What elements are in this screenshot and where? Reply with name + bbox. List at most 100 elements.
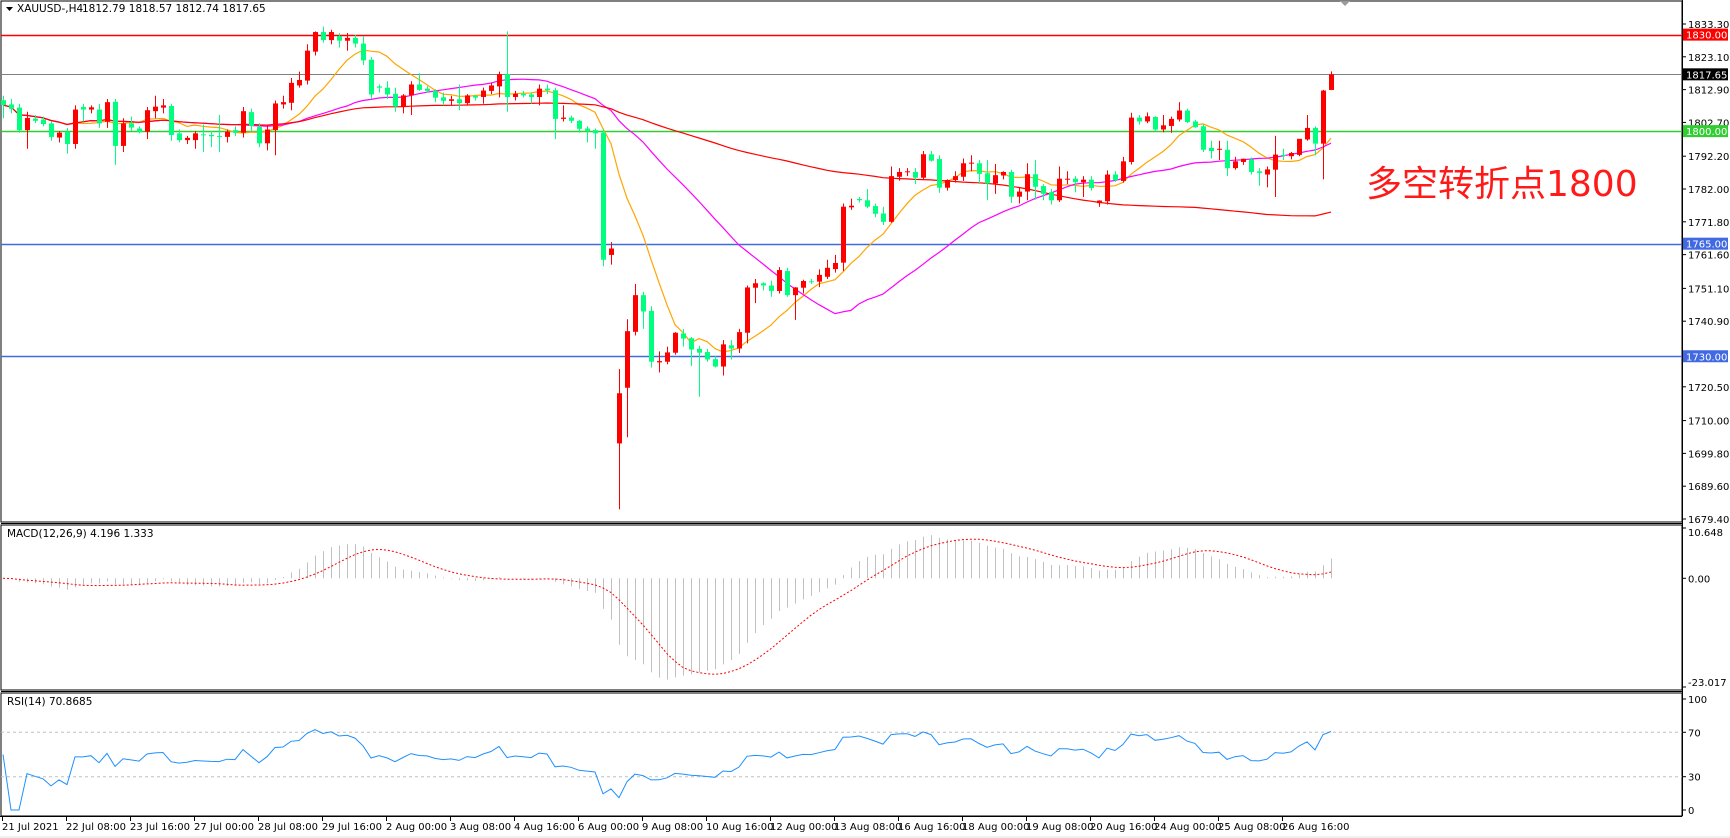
price-tag-label: 1800.00 — [1686, 127, 1727, 138]
candle — [425, 86, 430, 93]
candle — [1137, 115, 1142, 125]
price-tick-label: 1710.00 — [1688, 417, 1729, 428]
candle-body — [857, 198, 862, 201]
candle — [1001, 171, 1006, 180]
candle-body — [97, 109, 102, 124]
candle — [1305, 115, 1310, 141]
time-tick-label: 4 Aug 16:00 — [514, 822, 575, 833]
candle-body — [353, 37, 358, 44]
time-tick-label: 18 Aug 00:00 — [962, 822, 1029, 833]
time-tick-label: 6 Aug 00:00 — [578, 822, 639, 833]
candle — [785, 267, 790, 297]
time-axis[interactable]: 21 Jul 2021 22 Jul 08:00 23 Jul 16:00 27 Ju… — [0, 816, 1682, 833]
candle — [137, 126, 142, 134]
rsi-tick-label: 30 — [1688, 773, 1701, 784]
candle-body — [1049, 192, 1054, 201]
candle-body — [625, 331, 630, 388]
candle-body — [457, 99, 462, 104]
price-tag-label: 1765.00 — [1686, 240, 1727, 251]
candle — [89, 105, 94, 114]
candle-body — [1209, 147, 1214, 152]
candle-body — [129, 123, 134, 128]
candle — [681, 328, 686, 347]
candle — [889, 166, 894, 223]
candle — [233, 126, 238, 136]
candle — [905, 168, 910, 177]
price-tick-label: 1720.50 — [1688, 383, 1729, 394]
price-tag-1817.65 — [1683, 68, 1728, 81]
candle-body — [633, 295, 638, 332]
candle-body — [993, 175, 998, 184]
time-tick-label: 26 Aug 16:00 — [1282, 822, 1349, 833]
candle-body — [1153, 116, 1158, 130]
candle — [1105, 170, 1110, 205]
price-tick-label: 1761.60 — [1688, 251, 1729, 262]
candle-body — [953, 176, 958, 180]
candle-body — [1225, 149, 1230, 169]
chart-shift-marker-icon[interactable] — [1340, 1, 1350, 6]
candle-body — [289, 82, 294, 103]
candle-body — [113, 101, 118, 146]
candle-body — [481, 90, 486, 98]
macd-signal-line — [2, 538, 1332, 675]
candle-body — [225, 131, 230, 137]
candle — [129, 116, 134, 132]
candle — [1177, 102, 1182, 122]
candle — [33, 115, 38, 124]
candle — [737, 328, 742, 354]
candle — [1121, 156, 1126, 183]
candle — [1257, 168, 1262, 186]
candle — [561, 105, 566, 122]
candle — [1041, 184, 1046, 201]
candle-body — [785, 271, 790, 296]
rsi-tick-label: 70 — [1688, 728, 1701, 739]
candle-body — [1057, 178, 1062, 201]
candle — [617, 369, 622, 510]
candle — [297, 71, 302, 88]
candle-body — [873, 206, 878, 214]
candle — [809, 279, 814, 284]
candle-body — [705, 352, 710, 360]
candle — [73, 105, 78, 149]
candle — [633, 283, 638, 336]
candle-body — [409, 84, 414, 96]
candle — [193, 131, 198, 149]
candle — [265, 124, 270, 151]
candle-body — [1201, 126, 1206, 150]
candle — [321, 26, 326, 43]
candle-body — [505, 74, 510, 98]
price-axis[interactable]: 1833.30 1823.10 1812.90 1802.70 1792.20 1782.… — [1682, 0, 1729, 817]
candle — [913, 168, 918, 185]
dropdown-triangle-icon[interactable] — [6, 7, 13, 11]
candle — [1017, 187, 1022, 204]
candle — [513, 90, 518, 101]
candle — [345, 33, 350, 51]
price-tick-label: 1782.00 — [1688, 185, 1729, 196]
ma-slow-line — [2, 102, 1332, 217]
macd-tick-label: 0.00 — [1688, 574, 1710, 585]
candle — [337, 33, 342, 48]
candle-body — [497, 74, 502, 87]
candle-body — [1249, 159, 1254, 172]
candle — [161, 98, 166, 114]
candle — [1025, 163, 1030, 201]
candle-body — [105, 102, 110, 122]
candle-body — [961, 163, 966, 177]
candle — [1161, 115, 1166, 133]
candle — [849, 198, 854, 210]
candle — [313, 31, 318, 56]
candle-body — [673, 332, 678, 353]
candle-body — [1289, 152, 1294, 157]
candle-body — [449, 99, 454, 101]
candle — [713, 356, 718, 368]
price-tick-label: 1812.90 — [1688, 86, 1729, 97]
candle — [1089, 176, 1094, 191]
candle-body — [897, 171, 902, 177]
candle — [305, 44, 310, 85]
candle — [1249, 157, 1254, 175]
price-tick-label: 1771.80 — [1688, 218, 1729, 229]
candle-body — [929, 154, 934, 161]
candle — [945, 179, 950, 191]
candle — [1313, 126, 1318, 156]
